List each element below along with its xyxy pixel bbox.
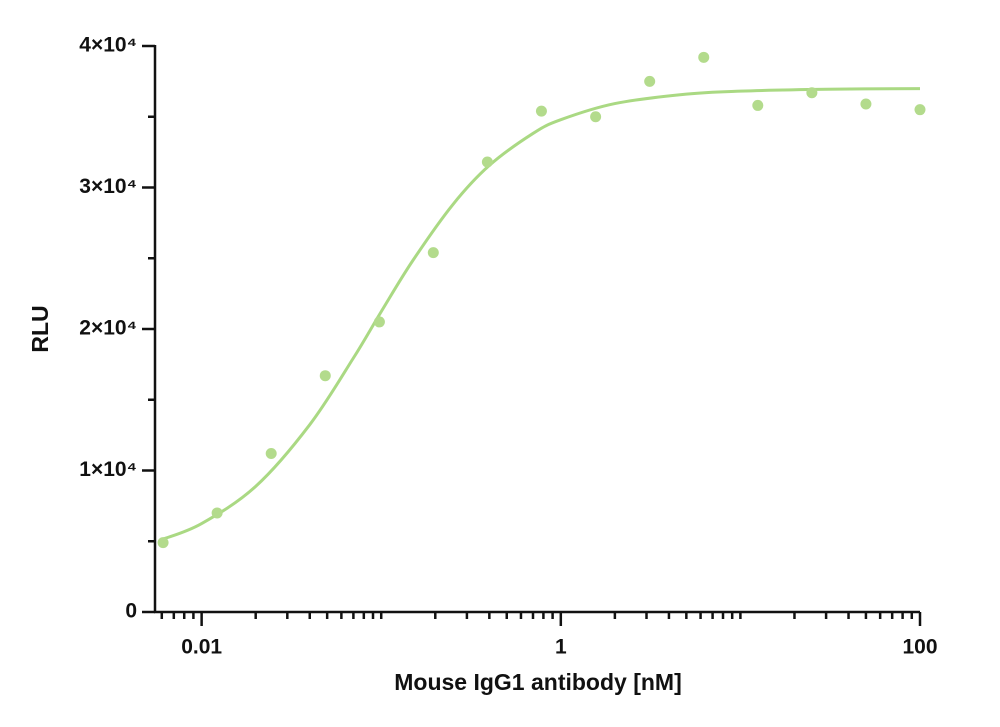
data-point (265, 448, 277, 460)
data-point (373, 316, 385, 328)
x-axis-title: Mouse IgG1 antibody [nM] (394, 669, 682, 695)
data-point (860, 98, 872, 110)
x-tick-label: 1 (555, 636, 567, 659)
y-tick-label: 1×10⁴ (79, 458, 137, 481)
x-tick-label: 0.01 (181, 636, 222, 659)
y-tick-label: 3×10⁴ (79, 175, 137, 198)
data-point (914, 104, 926, 116)
y-tick-label: 0 (125, 600, 137, 623)
data-point (806, 87, 818, 99)
data-point (644, 75, 656, 87)
data-point (535, 105, 547, 117)
y-tick-label: 2×10⁴ (79, 317, 137, 340)
y-tick-label: 4×10⁴ (79, 34, 137, 57)
data-point (157, 537, 169, 549)
data-point (211, 507, 223, 519)
data-point (427, 247, 439, 259)
y-axis-title: RLU (27, 305, 53, 352)
x-tick-label: 100 (902, 636, 937, 659)
data-point (590, 111, 602, 123)
fit-curve (162, 87, 921, 541)
data-point (698, 51, 710, 63)
data-point (319, 370, 331, 382)
data-point (752, 99, 764, 111)
data-point (481, 156, 493, 168)
